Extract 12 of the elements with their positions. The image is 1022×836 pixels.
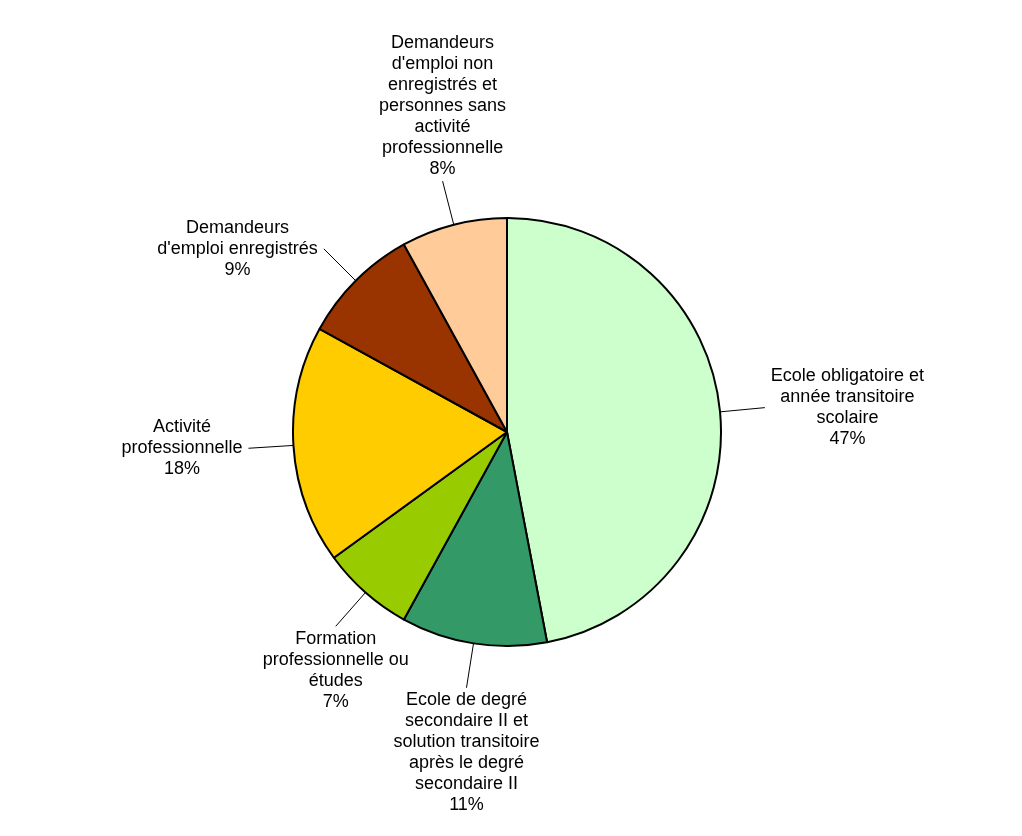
data-label: 47% <box>829 428 866 449</box>
data-label: 18% <box>163 458 200 479</box>
slice-label: Ecole obligatoire et année transitoire scolaire <box>770 365 924 428</box>
data-label: 11% <box>449 794 484 815</box>
data-label: 9% <box>224 258 251 279</box>
slice-label: Formation professionnelle ou études <box>262 627 409 690</box>
data-label: 7% <box>322 690 349 711</box>
slice-label: Ecole de degré secondaire II et solution transitoire après le degré secondaire II <box>393 689 540 794</box>
slice-label: Activité professionnelle <box>121 416 243 458</box>
slice-label: Demandeurs d'emploi enregistrés <box>157 216 318 258</box>
data-label: 8% <box>429 157 456 178</box>
slice-label: Demandeurs d'emploi non enregistrés et personnes sans activité professionnelle <box>379 31 507 157</box>
